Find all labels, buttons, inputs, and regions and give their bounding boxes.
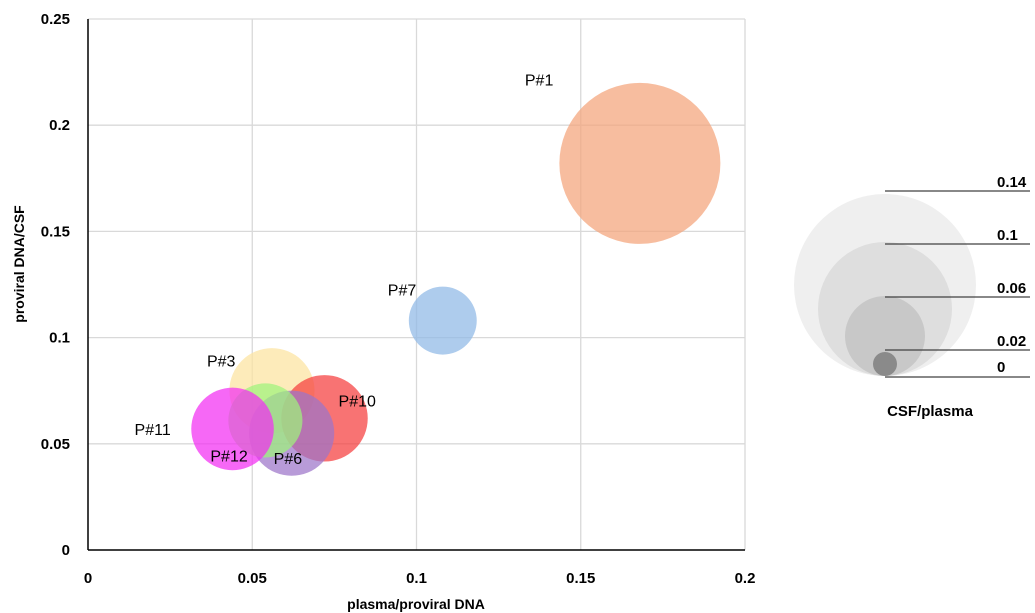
y-tick-label: 0.2 — [49, 117, 70, 134]
y-tick-label: 0 — [62, 542, 70, 559]
axes — [87, 19, 745, 551]
y-tick-label: 0.1 — [49, 330, 70, 347]
legend-value-label: 0.06 — [997, 280, 1026, 297]
bubble-p7 — [408, 286, 477, 355]
legend-value-label: 0 — [997, 359, 1005, 376]
point-label: P#1 — [525, 72, 554, 89]
legend-value-label: 0.1 — [997, 227, 1018, 244]
bubbles — [191, 82, 721, 476]
y-tick-label: 0.05 — [41, 436, 70, 453]
legend-circle — [873, 352, 897, 376]
x-tick-label: 0.1 — [406, 570, 427, 587]
legend-value-label: 0.14 — [997, 174, 1027, 191]
legend-circle — [845, 296, 925, 376]
point-label: P#11 — [135, 422, 171, 439]
point-label: P#12 — [210, 448, 247, 465]
bubble-p1 — [559, 82, 721, 244]
size-legend-title: CSF/plasma — [887, 403, 974, 420]
point-label: P#10 — [339, 393, 376, 410]
bubble-p11 — [191, 387, 274, 471]
y-axis-title: proviral DNA/CSF — [11, 205, 27, 323]
legend-value-label: 0.02 — [997, 333, 1026, 350]
x-tick-label: 0.05 — [238, 570, 267, 587]
point-labels: P#1 P#7 P#3 P#10 P#6 P#12 P#11 — [135, 72, 554, 468]
point-label: P#3 — [207, 354, 236, 371]
x-tick-label: 0 — [84, 570, 92, 587]
y-tick-label: 0.15 — [41, 223, 70, 240]
tick-labels: 0 0.05 0.1 0.15 0.2 0 0.05 0.1 0.15 0.2 0.25 — [41, 11, 756, 587]
x-axis-title: plasma/proviral DNA — [347, 596, 485, 612]
x-tick-label: 0.2 — [735, 570, 756, 587]
x-tick-label: 0.15 — [566, 570, 595, 587]
point-label: P#7 — [388, 283, 417, 300]
point-label: P#6 — [274, 451, 303, 468]
y-tick-label: 0.25 — [41, 11, 70, 28]
size-legend: 0.14 0.1 0.06 0.02 0 — [794, 174, 1030, 378]
